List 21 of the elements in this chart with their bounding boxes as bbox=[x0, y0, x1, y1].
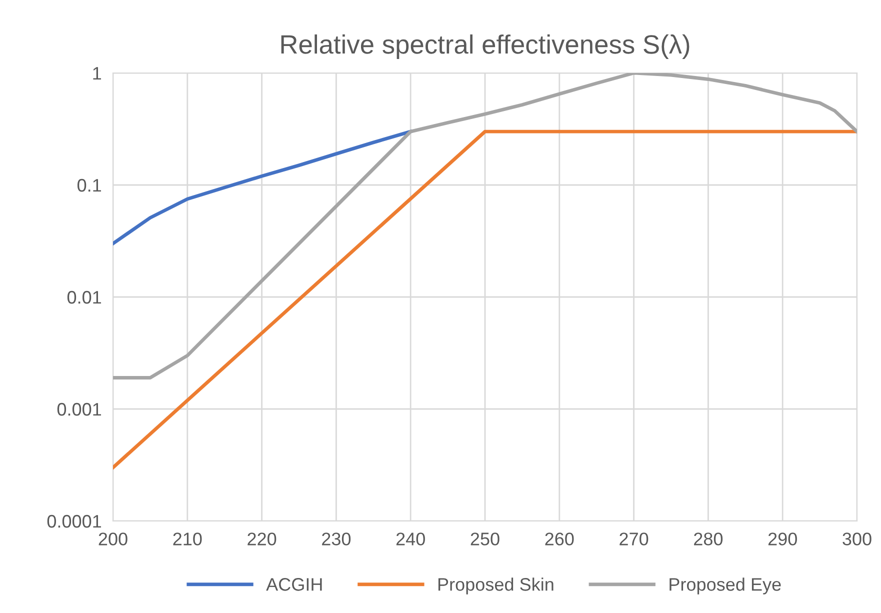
x-tick-label: 270 bbox=[620, 532, 648, 546]
y-tick-label: 1 bbox=[93, 67, 102, 80]
x-tick-label: 250 bbox=[470, 532, 500, 546]
legend-label: ACGIH bbox=[266, 578, 322, 591]
x-tick-label: 290 bbox=[768, 532, 797, 546]
line-series bbox=[113, 130, 412, 246]
y-tick-label: 0.001 bbox=[57, 402, 102, 416]
legend-label: Proposed Eye bbox=[670, 578, 781, 594]
x-tick-label: 230 bbox=[322, 532, 351, 546]
x-tick-label: 260 bbox=[545, 532, 574, 546]
x-tick-label: 280 bbox=[694, 532, 723, 546]
x-tick-label: 220 bbox=[248, 532, 276, 546]
x-tick-label: 300 bbox=[842, 532, 872, 546]
x-tick-label: 200 bbox=[98, 532, 128, 546]
x-tick-label: 240 bbox=[396, 532, 425, 546]
y-tick-label: 0.01 bbox=[67, 290, 102, 304]
y-tick-label: 0.1 bbox=[77, 178, 102, 192]
x-tick-label: 210 bbox=[173, 532, 202, 546]
chart-title: Relative spectral effectiveness S(λ) bbox=[281, 34, 690, 60]
y-tick-label: 0.0001 bbox=[47, 514, 102, 528]
legend-label: Proposed Skin bbox=[438, 578, 554, 594]
